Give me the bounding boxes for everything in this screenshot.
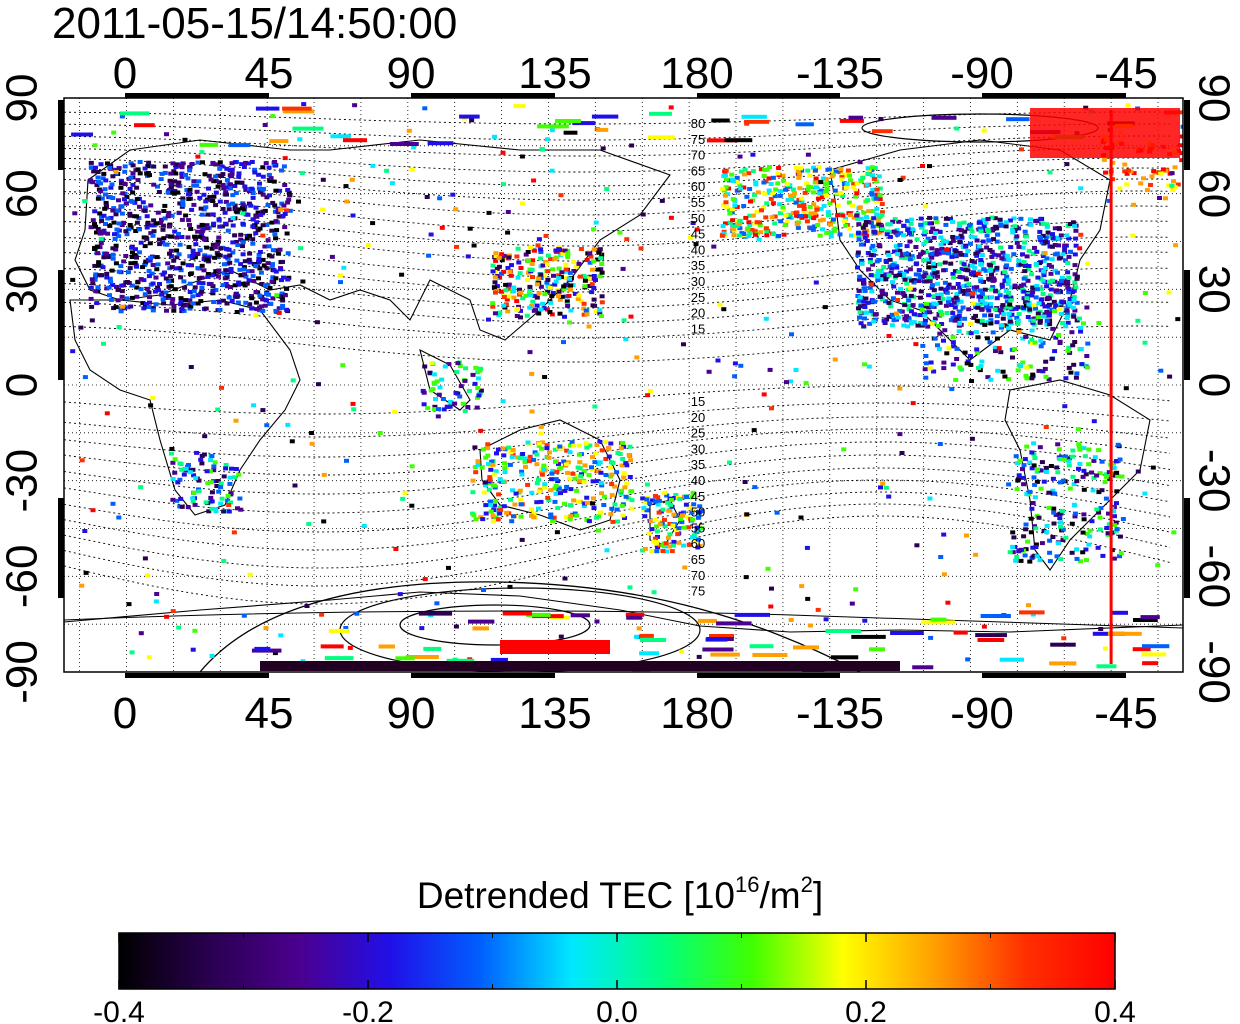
contour-label-north: 20 <box>691 306 705 321</box>
lon-tick-label-top: 90 <box>387 49 436 98</box>
lon-tick-label-bottom: 0 <box>113 689 137 738</box>
lon-tick-label-top: -90 <box>950 49 1014 98</box>
lon-tick-label-top: -45 <box>1094 49 1158 98</box>
lat-tick-label-left: 90 <box>0 74 47 123</box>
lon-tick-label-top: 45 <box>245 49 294 98</box>
contour-label-north: 80 <box>691 116 705 131</box>
contour-label-south: 60 <box>691 536 705 551</box>
contour-label-south: 65 <box>691 552 705 567</box>
colorbar-gradient <box>118 932 1116 990</box>
colorbar-title-close: ] <box>812 875 824 916</box>
contour-label-north: 55 <box>691 195 705 210</box>
lat-tick-label-left: -30 <box>0 449 47 513</box>
lon-tick-label-bottom: 90 <box>387 689 436 738</box>
contour-label-north: 60 <box>691 179 705 194</box>
lon-tick-label-bottom: 45 <box>245 689 294 738</box>
tec-map: 8075706560555045403530252015152025303540… <box>0 49 1239 738</box>
colorbar-tick-label: 0.2 <box>845 996 887 1024</box>
contour-label-south: 35 <box>691 457 705 472</box>
coast-australia <box>479 419 621 531</box>
colorbar-tick-label: 0.0 <box>596 996 638 1024</box>
lat-tick-label-right: -60 <box>1190 545 1239 609</box>
contour-label-north: 65 <box>691 163 705 178</box>
lon-tick-label-top: 0 <box>113 49 137 98</box>
contour-label-north: 35 <box>691 258 705 273</box>
colorbar-title: Detrended TEC [1016/m2] <box>0 874 1240 918</box>
contour-label-north: 40 <box>691 242 705 257</box>
lon-tick-label-bottom: -45 <box>1094 689 1158 738</box>
contour-label-south: 20 <box>691 410 705 425</box>
coast-africa <box>69 299 301 516</box>
lat-tick-label-right: 30 <box>1190 265 1239 314</box>
contour-label-north: 45 <box>691 227 705 242</box>
lon-tick-label-top: 180 <box>660 49 733 98</box>
contour-label-south: 45 <box>691 489 705 504</box>
tec-observations <box>70 102 1183 664</box>
colorbar-tick-label: 0.4 <box>1094 996 1136 1024</box>
lon-tick-label-top: 135 <box>518 49 591 98</box>
contour-label-south: 55 <box>691 520 705 535</box>
lat-tick-label-right: -30 <box>1190 449 1239 513</box>
contour-label-south: 50 <box>691 505 705 520</box>
contour-label-south: 40 <box>691 473 705 488</box>
lat-tick-label-left: 0 <box>0 373 47 397</box>
contour-label-north: 70 <box>691 148 705 163</box>
polar-tec-bands <box>71 104 1183 672</box>
map-frame <box>63 97 1184 673</box>
contour-label-north: 50 <box>691 211 705 226</box>
lon-tick-label-bottom: 135 <box>518 689 591 738</box>
contour-label-south: 25 <box>691 426 705 441</box>
lat-tick-label-left: -60 <box>0 545 47 609</box>
lat-tick-label-left: 60 <box>0 169 47 218</box>
lat-tick-label-left: 30 <box>0 265 47 314</box>
contour-label-north: 30 <box>691 274 705 289</box>
lon-tick-label-bottom: -90 <box>950 689 1014 738</box>
colorbar-tick-label: -0.4 <box>93 996 145 1024</box>
contour-label-south: 30 <box>691 441 705 456</box>
contour-label-north: 15 <box>691 321 705 336</box>
colorbar-title-exponent-2: 2 <box>800 872 813 897</box>
colorbar-tick-label: -0.2 <box>342 996 394 1024</box>
contour-label-north: 25 <box>691 290 705 305</box>
lat-tick-label-right: -90 <box>1190 640 1239 704</box>
contour-label-north: 75 <box>691 132 705 147</box>
lon-tick-label-bottom: -135 <box>796 689 884 738</box>
lat-tick-label-right: 60 <box>1190 169 1239 218</box>
contour-label-south: 15 <box>691 394 705 409</box>
timestamp-title: 2011-05-15/14:50:00 <box>52 0 458 48</box>
contour-label-south: 75 <box>691 584 705 599</box>
lat-tick-label-left: -90 <box>0 640 47 704</box>
colorbar: -0.4 -0.2 0.0 0.2 0.4 <box>93 932 1136 1024</box>
lat-tick-label-right: 0 <box>1190 373 1239 397</box>
lon-tick-label-top: -135 <box>796 49 884 98</box>
lon-tick-label-bottom: 180 <box>660 689 733 738</box>
colorbar-title-main: Detrended TEC [10 <box>416 875 735 916</box>
colorbar-title-unit: /m <box>759 875 801 916</box>
lat-tick-label-right: 90 <box>1190 74 1239 123</box>
coast-antarctica <box>64 591 1183 633</box>
colorbar-title-exponent-1: 16 <box>735 872 760 897</box>
contour-label-south: 70 <box>691 568 705 583</box>
